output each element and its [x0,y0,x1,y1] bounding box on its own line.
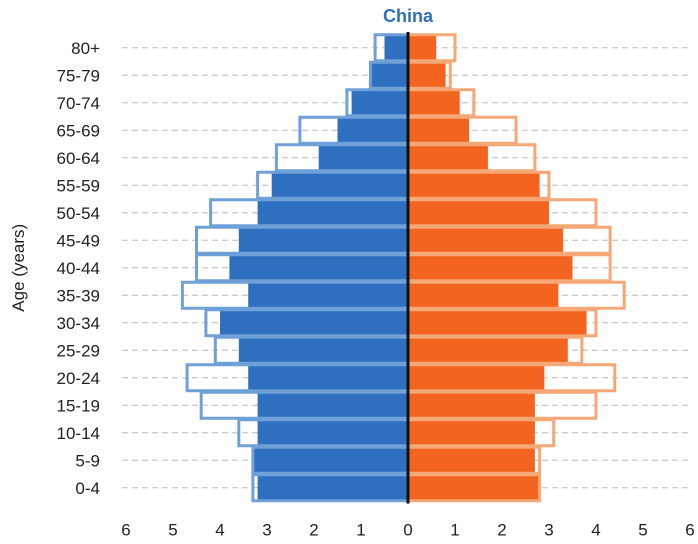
bar-left-filled [257,474,408,501]
bar-left-filled [248,282,408,309]
bar-left-filled [257,199,408,226]
age-label: 60-64 [57,149,100,168]
bar-left-filled [252,447,408,474]
bar-right-filled [408,144,488,171]
bar-left-filled [238,337,408,364]
bar-left-filled [271,172,408,199]
bar-left-filled [257,419,408,446]
bar-left-filled [318,144,408,171]
bars [180,33,626,503]
bar-left-filled [351,89,408,116]
age-label: 45-49 [57,231,100,250]
bar-left-filled [220,309,408,336]
age-label: 55-59 [57,176,100,195]
bar-left-filled [248,364,408,391]
bar-right-filled [408,199,549,226]
x-tick-label: 0 [403,521,412,540]
age-label: 30-34 [57,314,100,333]
age-label: 20-24 [57,369,100,388]
y-axis-label: Age (years) [9,224,28,312]
age-label: 75-79 [57,66,100,85]
age-label: 50-54 [57,204,100,223]
bar-right-filled [408,337,568,364]
chart-title: China [383,6,434,26]
x-tick-label: 5 [638,521,647,540]
age-label: 5-9 [75,451,100,470]
x-tick-label: 6 [685,521,694,540]
x-tick-label: 1 [356,521,365,540]
x-tick-label: 4 [215,521,224,540]
x-tick-label: 4 [591,521,600,540]
bar-right-filled [408,419,535,446]
bar-right-filled [408,474,540,501]
bar-left-filled [384,34,408,61]
x-tick-label: 6 [121,521,130,540]
age-label: 10-14 [57,424,100,443]
age-label: 70-74 [57,94,100,113]
bar-right-filled [408,34,437,61]
x-tick-label: 3 [544,521,553,540]
age-label: 35-39 [57,286,100,305]
bar-right-filled [408,392,535,419]
x-tick-label: 5 [168,521,177,540]
age-label: 25-29 [57,341,100,360]
x-tick-label: 1 [450,521,459,540]
x-tick-labels: 6 5 4 3 2 1 0 1 2 3 4 5 6 [121,521,694,540]
bar-right-filled [408,364,545,391]
x-tick-label: 2 [497,521,506,540]
bar-left-filled [238,227,408,254]
age-label: 40-44 [57,259,100,278]
age-label: 15-19 [57,396,100,415]
age-label: 65-69 [57,121,100,140]
bar-left-filled [229,254,408,281]
x-tick-label: 2 [309,521,318,540]
bar-right-filled [408,227,564,254]
bar-left-filled [337,117,408,144]
age-label: 0-4 [75,479,100,498]
bar-right-filled [408,447,535,474]
bar-left-filled [370,62,408,89]
bar-right-filled [408,62,446,89]
age-labels: 80+ 75-79 70-74 65-69 60-64 55-59 50-54 45-49 40… [57,39,101,498]
bar-right-filled [408,282,559,309]
bar-left-filled [257,392,408,419]
age-label: 80+ [71,39,100,58]
bar-right-filled [408,172,540,199]
bar-right-filled [408,309,587,336]
x-tick-label: 3 [262,521,271,540]
bar-right-filled [408,254,573,281]
bar-right-filled [408,89,460,116]
bar-right-filled [408,117,470,144]
